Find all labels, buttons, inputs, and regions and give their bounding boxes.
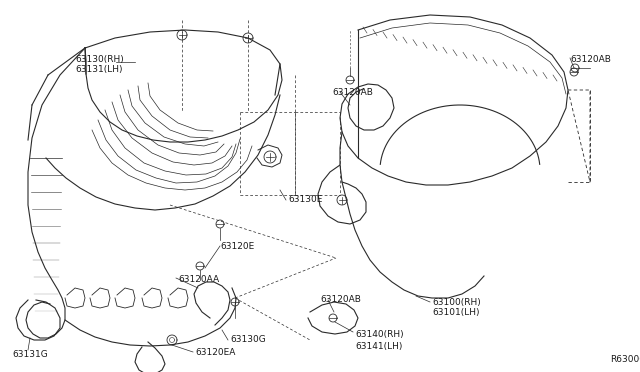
- Text: 63120AB: 63120AB: [320, 295, 361, 304]
- Text: 63101(LH): 63101(LH): [432, 308, 479, 317]
- Text: 63120E: 63120E: [220, 242, 254, 251]
- Text: 63141(LH): 63141(LH): [355, 342, 403, 351]
- Text: 63131G: 63131G: [12, 350, 48, 359]
- Text: 63120AA: 63120AA: [178, 275, 219, 284]
- Text: R6300014: R6300014: [610, 355, 640, 364]
- Text: 63130G: 63130G: [230, 335, 266, 344]
- Text: 63130(RH): 63130(RH): [75, 55, 124, 64]
- Text: 63120AB: 63120AB: [570, 55, 611, 64]
- Text: 63140(RH): 63140(RH): [355, 330, 404, 339]
- Text: 63100(RH): 63100(RH): [432, 298, 481, 307]
- Text: 63130E: 63130E: [288, 195, 323, 204]
- Text: 63120AB: 63120AB: [332, 88, 373, 97]
- Text: 63131(LH): 63131(LH): [75, 65, 122, 74]
- Text: 63120EA: 63120EA: [195, 348, 236, 357]
